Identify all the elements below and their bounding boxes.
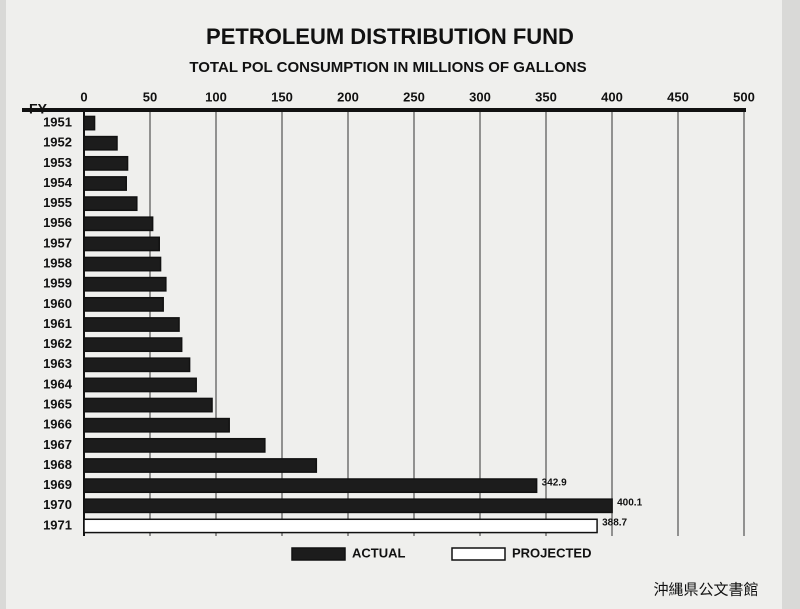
bar — [83, 296, 164, 312]
bar — [83, 216, 154, 232]
y-tick-label: 1959 — [43, 276, 72, 291]
bar — [83, 417, 230, 433]
x-tick-label: 450 — [667, 89, 689, 104]
y-tick-label: 1956 — [43, 215, 72, 230]
watermark: 沖縄県公文書館 — [653, 581, 758, 599]
x-tick-label: 150 — [271, 89, 293, 104]
y-tick-label: 1957 — [43, 235, 72, 250]
y-tick-label: 1952 — [43, 135, 72, 150]
value-label: 400.1 — [617, 497, 642, 508]
x-tick-label: 100 — [205, 89, 227, 104]
y-tick-label: 1953 — [43, 155, 72, 170]
bar — [83, 478, 538, 494]
y-tick-label: 1961 — [43, 316, 72, 331]
x-tick-label: 50 — [143, 89, 157, 104]
bar — [83, 236, 160, 252]
x-tick-label: 250 — [403, 89, 425, 104]
bar — [83, 458, 318, 473]
y-tick-label: 1958 — [43, 256, 72, 271]
bar — [83, 518, 598, 534]
y-tick-label: 1968 — [43, 457, 72, 472]
y-tick-label: 1966 — [43, 417, 72, 432]
x-tick-label: 400 — [601, 89, 623, 104]
y-tick-label: 1963 — [43, 356, 72, 371]
bar — [83, 115, 96, 131]
y-tick-label: 1962 — [43, 336, 72, 351]
y-tick-label: 1960 — [43, 296, 72, 311]
x-tick-label: 300 — [469, 89, 491, 104]
bar — [83, 397, 213, 413]
y-tick-label: 1951 — [43, 115, 72, 130]
x-tick-label: 500 — [733, 89, 755, 104]
bar — [83, 377, 197, 393]
value-label: 388.7 — [602, 518, 627, 529]
y-tick-label: 1970 — [43, 497, 72, 512]
bar — [83, 276, 167, 292]
y-tick-label: 1964 — [43, 376, 73, 391]
chart-title: PETROLEUM DISTRIBUTION FUND — [206, 24, 574, 49]
bar — [83, 135, 118, 151]
bar — [83, 357, 191, 373]
legend-label: PROJECTED — [512, 545, 591, 560]
legend-swatch — [451, 547, 506, 561]
bar — [83, 437, 266, 453]
bar — [83, 196, 138, 212]
y-tick-label: 1965 — [43, 397, 72, 412]
bar — [83, 155, 129, 171]
x-tick-label: 350 — [535, 89, 557, 104]
legend-swatch — [291, 547, 346, 561]
bar — [83, 317, 180, 332]
bar — [83, 176, 127, 191]
y-tick-label: 1971 — [43, 517, 72, 532]
y-tick-label: 1967 — [43, 437, 72, 452]
x-tick-label: 0 — [80, 89, 87, 104]
bar — [83, 256, 162, 272]
x-tick-label: 200 — [337, 89, 359, 104]
bar — [83, 337, 183, 353]
bar — [83, 498, 613, 514]
y-tick-label: 1955 — [43, 195, 72, 210]
chart-subtitle: TOTAL POL CONSUMPTION IN MILLIONS OF GAL… — [189, 59, 586, 76]
y-tick-label: 1954 — [43, 175, 73, 190]
y-tick-label: 1969 — [43, 477, 72, 492]
legend-label: ACTUAL — [352, 545, 405, 560]
value-label: 342.9 — [542, 477, 567, 488]
